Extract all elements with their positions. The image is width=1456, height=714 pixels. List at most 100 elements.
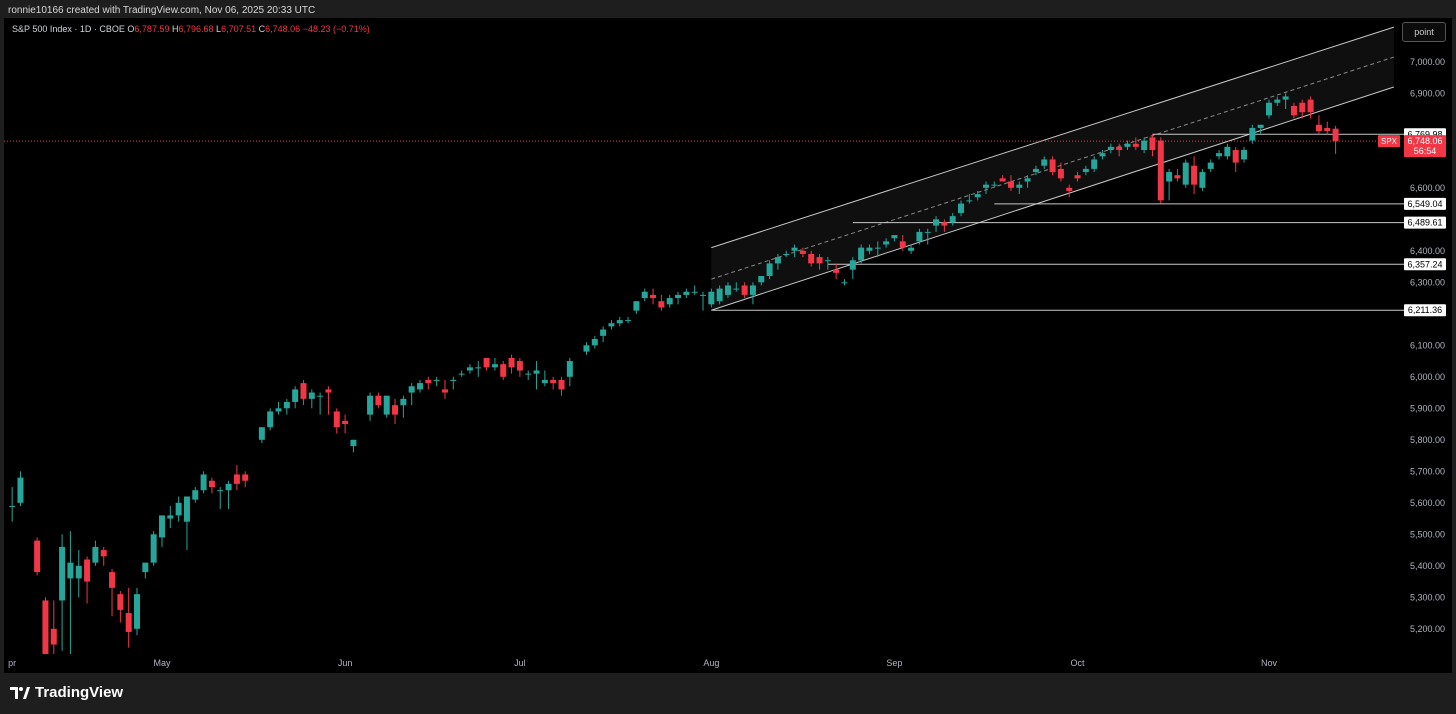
- candle-body: [350, 439, 357, 447]
- candle-body: [558, 379, 565, 390]
- candle-body: [824, 260, 831, 262]
- candle-body: [258, 427, 265, 440]
- candle-body: [1166, 172, 1173, 182]
- candle-body: [458, 373, 465, 375]
- candle-body: [866, 247, 873, 251]
- y-tick-label: 6,600.00: [1410, 183, 1445, 193]
- candle-body: [167, 515, 174, 519]
- candle-body: [749, 285, 756, 295]
- candle-body: [333, 411, 340, 428]
- countdown-label: 56:54: [1414, 146, 1437, 156]
- x-tick-label: Jul: [514, 658, 526, 668]
- y-tick-label: 7,000.00: [1410, 57, 1445, 67]
- candle-body: [275, 408, 282, 412]
- candle-body: [1174, 175, 1181, 179]
- legend-high-label: H: [171, 24, 179, 34]
- legend-close: 6,748.06: [265, 24, 301, 34]
- candle-body: [1207, 162, 1214, 169]
- candle-body: [109, 572, 116, 588]
- candle-body: [1132, 143, 1139, 147]
- x-tick-label: May: [153, 658, 171, 668]
- candle-body: [841, 282, 848, 284]
- tradingview-logo[interactable]: TradingView: [10, 684, 123, 701]
- candle-body: [533, 370, 540, 374]
- candle-body: [192, 490, 199, 500]
- candle-body: [508, 357, 515, 368]
- candle-body: [475, 367, 482, 369]
- legend-low-label: L: [216, 24, 222, 34]
- candle-body: [808, 253, 815, 264]
- candle-body: [1124, 143, 1131, 147]
- candle-body: [733, 288, 740, 290]
- candle-body: [1032, 168, 1039, 173]
- candle-body: [183, 496, 190, 522]
- candle-body: [267, 411, 274, 428]
- candle-body: [616, 320, 623, 324]
- channel-lower-line: [711, 86, 1394, 311]
- candlestick-chart[interactable]: 5,200.00 5,300.00 5,400.00 5,500.00 5,600.00…: [4, 18, 1452, 673]
- candle-body: [367, 395, 374, 415]
- candle-body: [441, 389, 448, 393]
- y-tick-label: 6,100.00: [1410, 340, 1445, 350]
- candle-body: [392, 405, 399, 415]
- y-tick-label: 5,400.00: [1410, 561, 1445, 571]
- level-value-box: [1404, 216, 1446, 229]
- candle-body: [774, 257, 781, 264]
- candle-body: [483, 357, 490, 368]
- candle-body: [716, 288, 723, 302]
- candle-body: [982, 184, 989, 188]
- candle-body: [891, 235, 898, 239]
- candle-body: [949, 216, 956, 223]
- candle-body: [425, 379, 432, 384]
- candle-body: [408, 386, 415, 393]
- candle-body: [1307, 99, 1314, 113]
- candle-body: [1290, 105, 1297, 116]
- x-tick-label: Sep: [886, 658, 902, 668]
- candle-body: [491, 364, 498, 368]
- candle-body: [17, 477, 24, 503]
- candle-body: [42, 600, 49, 654]
- y-tick-label: 5,800.00: [1410, 435, 1445, 445]
- level-value-box: [1404, 197, 1446, 210]
- y-tick-label: 6,900.00: [1410, 88, 1445, 98]
- candle-body: [1007, 181, 1014, 188]
- point-button[interactable]: point: [1402, 22, 1446, 42]
- candle-body: [233, 474, 240, 484]
- candle-body: [1074, 175, 1081, 179]
- candle-body: [600, 329, 607, 336]
- candle-body: [1299, 102, 1306, 113]
- candle-body: [758, 276, 765, 283]
- candle-body: [59, 546, 66, 601]
- candle-body: [1216, 153, 1223, 157]
- level-value-label: 6,357.24: [1407, 259, 1442, 269]
- footer-bar: [0, 673, 1456, 714]
- y-tick-label: 6,000.00: [1410, 372, 1445, 382]
- candle-body: [974, 194, 981, 198]
- y-tick-label: 5,300.00: [1410, 592, 1445, 602]
- candle-body: [550, 379, 557, 384]
- candle-body: [1282, 96, 1289, 100]
- top-caption-bar: ronnie10166 created with TradingView.com…: [0, 0, 1456, 22]
- candle-body: [1049, 159, 1056, 173]
- legend-close-label: C: [258, 24, 266, 34]
- tradingview-logo-icon: [10, 686, 30, 700]
- candle-body: [450, 379, 457, 381]
- level-value-box: [1404, 258, 1446, 271]
- channel-upper-line: [711, 26, 1394, 249]
- candle-body: [766, 263, 773, 276]
- candle-body: [1016, 184, 1023, 188]
- candle-body: [999, 178, 1006, 182]
- candle-body: [117, 594, 124, 610]
- candle-body: [283, 402, 290, 409]
- candle-body: [933, 219, 940, 226]
- candle-body: [858, 247, 865, 261]
- candle-body: [783, 253, 790, 255]
- candle-body: [708, 291, 715, 305]
- candle-body: [966, 200, 973, 202]
- candle-body: [317, 395, 324, 397]
- candle-body: [1257, 124, 1264, 128]
- candle-body: [641, 291, 648, 299]
- brand-name: TradingView: [35, 684, 124, 701]
- chart-frame[interactable]: 5,200.00 5,300.00 5,400.00 5,500.00 5,600.00…: [4, 18, 1452, 673]
- caption-text: ronnie10166 created with TradingView.com…: [8, 5, 316, 16]
